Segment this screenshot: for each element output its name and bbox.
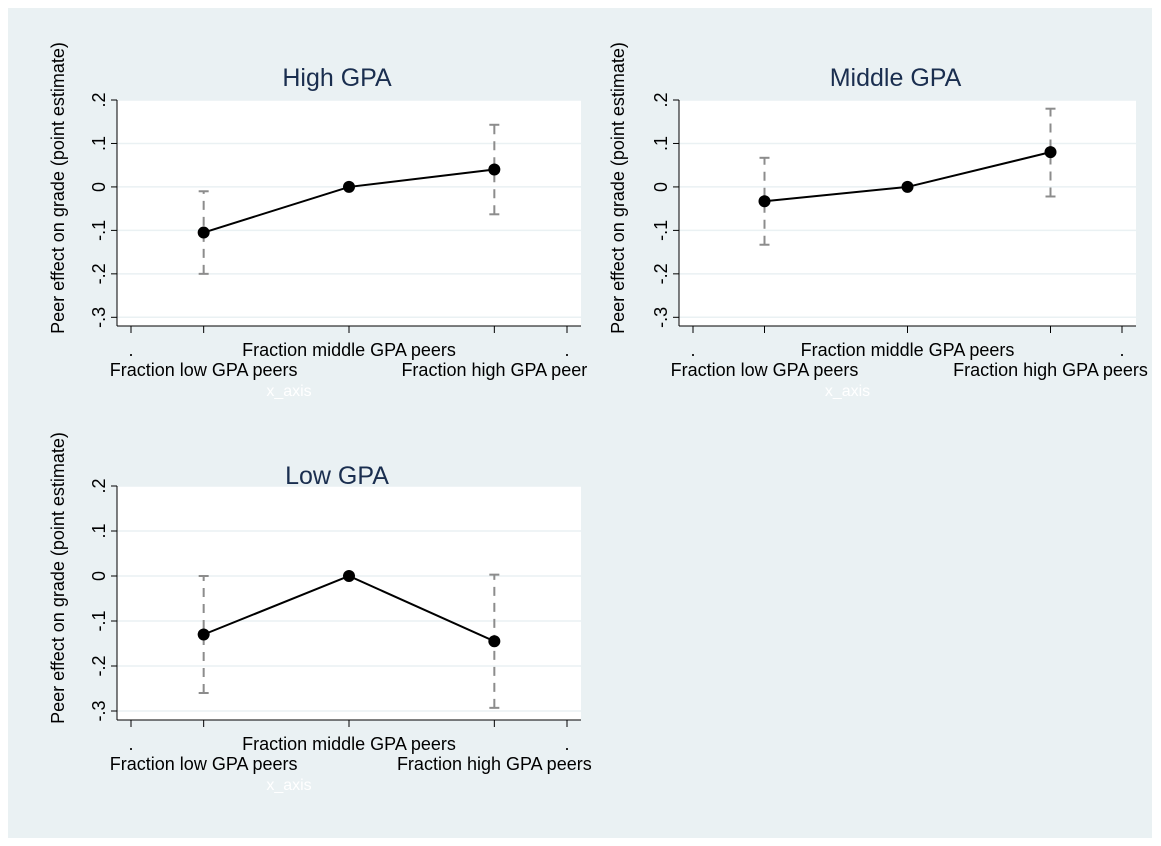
- x-tick-label: Fraction middle GPA peers: [242, 340, 456, 360]
- x-tick-label: Fraction high GPA peer: [401, 360, 587, 380]
- x-tick-label: Fraction middle GPA peers: [242, 734, 456, 754]
- y-tick-label: .1: [651, 136, 671, 151]
- y-tick-label: -.1: [89, 610, 109, 631]
- chart-title: Low GPA: [285, 462, 389, 490]
- y-tick-label: -.3: [89, 307, 109, 328]
- x-tick-label: .: [564, 734, 569, 754]
- chart-panel-0: .2.10-.1-.2-.3.Fraction low GPA peersFra…: [48, 42, 587, 400]
- x-tick-label: .: [690, 340, 695, 360]
- x-tick-label: .: [564, 340, 569, 360]
- x-tick-label: Fraction high GPA peers: [397, 754, 592, 774]
- data-point: [1044, 146, 1057, 159]
- plot-area: [679, 100, 1136, 326]
- chart-title: Middle GPA: [830, 64, 962, 92]
- y-tick-label: -.1: [89, 220, 109, 241]
- data-point: [343, 570, 355, 582]
- y-tick-label: -.2: [89, 655, 109, 676]
- x-tick-label: .: [128, 340, 133, 360]
- x-axis-title: x_axis: [825, 383, 870, 400]
- y-axis-title: Peer effect on grade (point estimate): [48, 432, 68, 724]
- chart-panel-1: .2.10-.1-.2-.3.Fraction low GPA peersFra…: [608, 42, 1148, 400]
- x-tick-label: Fraction low GPA peers: [671, 360, 859, 380]
- plot-area: [117, 100, 581, 326]
- x-axis-title: x_axis: [266, 777, 311, 794]
- chart-panel-2: .2.10-.1-.2-.3.Fraction low GPA peersFra…: [48, 432, 592, 794]
- x-tick-label: .: [1119, 340, 1124, 360]
- y-tick-label: 0: [89, 571, 109, 581]
- y-tick-label: 0: [89, 182, 109, 192]
- x-tick-label: Fraction low GPA peers: [110, 754, 298, 774]
- data-point: [197, 226, 210, 239]
- y-tick-label: -.1: [651, 220, 671, 241]
- y-tick-label: .2: [89, 478, 109, 493]
- plot-area: [117, 486, 581, 720]
- data-point: [901, 180, 914, 193]
- figure-background: .2.1 0 -.1 -.2 -.3. Fraction low GPA peers Fra…: [8, 8, 1152, 838]
- x-tick-label: Fraction low GPA peers: [110, 360, 298, 380]
- y-tick-label: .1: [89, 136, 109, 151]
- data-point: [197, 628, 210, 641]
- y-axis-title: Peer effect on grade (point estimate): [48, 42, 68, 334]
- y-tick-label: .1: [89, 523, 109, 538]
- y-tick-label: 0: [651, 182, 671, 192]
- figure-canvas: .2.10-.1-.2-.3.Fraction low GPA peersFra…: [48, 42, 1148, 794]
- data-point: [488, 635, 501, 648]
- y-tick-label: -.2: [89, 263, 109, 284]
- x-axis-title: x_axis: [266, 383, 311, 400]
- y-tick-label: .2: [651, 92, 671, 107]
- x-tick-label: Fraction high GPA peers: [953, 360, 1148, 380]
- data-point: [488, 163, 501, 176]
- y-tick-label: .2: [89, 92, 109, 107]
- data-point: [758, 195, 771, 208]
- y-tick-label: -.2: [651, 263, 671, 284]
- y-axis-title: Peer effect on grade (point estimate): [608, 42, 628, 334]
- x-tick-label: .: [128, 734, 133, 754]
- x-tick-label: Fraction middle GPA peers: [801, 340, 1015, 360]
- chart-title: High GPA: [282, 64, 392, 92]
- y-tick-label: -.3: [89, 700, 109, 721]
- data-point: [343, 180, 355, 193]
- y-tick-label: -.3: [651, 307, 671, 328]
